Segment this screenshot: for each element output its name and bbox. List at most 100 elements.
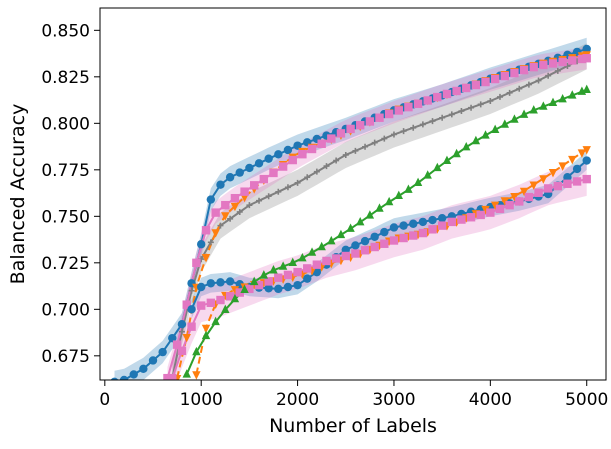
data-point xyxy=(327,134,336,143)
data-point xyxy=(182,300,191,309)
data-point xyxy=(230,193,240,203)
data-point xyxy=(490,201,500,211)
data-point xyxy=(548,59,558,68)
y-tick-label: 0.750 xyxy=(41,207,90,227)
data-point xyxy=(519,187,529,197)
data-point xyxy=(535,77,542,84)
data-point xyxy=(452,86,461,96)
data-point xyxy=(284,184,291,191)
data-point xyxy=(394,190,403,200)
data-point xyxy=(568,155,577,165)
data-point xyxy=(182,334,191,343)
data-point xyxy=(452,148,461,158)
data-point xyxy=(293,280,302,290)
data-point xyxy=(433,162,442,172)
data-point xyxy=(409,231,418,240)
data-point xyxy=(370,242,379,252)
data-point xyxy=(582,174,591,184)
data-point xyxy=(303,274,312,283)
data-point xyxy=(192,346,201,356)
data-point xyxy=(553,181,563,191)
data-point xyxy=(568,56,577,65)
data-point xyxy=(322,256,331,266)
x-tick-label: 1000 xyxy=(180,390,223,410)
data-point xyxy=(384,196,394,206)
data-point xyxy=(307,144,317,154)
data-point xyxy=(399,233,408,243)
data-point xyxy=(410,124,417,131)
data-point xyxy=(265,193,272,200)
data-point xyxy=(582,54,591,63)
data-point xyxy=(236,208,243,215)
data-point xyxy=(246,202,253,209)
data-point xyxy=(510,68,519,78)
data-point xyxy=(394,106,403,115)
data-point xyxy=(269,265,278,274)
data-point xyxy=(519,65,529,75)
data-point xyxy=(380,239,389,248)
data-point xyxy=(437,221,447,230)
data-point xyxy=(409,219,418,228)
data-point xyxy=(342,151,349,158)
data-point xyxy=(404,102,413,112)
data-point xyxy=(278,261,288,270)
data-point xyxy=(346,223,355,232)
x-tick-label: 3000 xyxy=(372,390,415,410)
data-point xyxy=(283,270,293,280)
data-point xyxy=(418,217,428,227)
data-point xyxy=(333,157,340,164)
data-point xyxy=(500,197,509,206)
data-point xyxy=(264,277,273,286)
data-point xyxy=(548,168,558,178)
data-point xyxy=(201,330,211,340)
data-point xyxy=(558,162,567,171)
data-point xyxy=(221,212,230,221)
data-point xyxy=(572,177,582,186)
data-point xyxy=(582,44,591,54)
data-point xyxy=(269,168,278,178)
data-point xyxy=(235,168,244,177)
data-point xyxy=(336,229,346,239)
data-point xyxy=(356,217,365,226)
data-point xyxy=(506,89,513,96)
data-point xyxy=(476,210,485,220)
x-axis-label: Number of Labels xyxy=(269,415,437,437)
data-point xyxy=(487,98,494,104)
data-point xyxy=(380,227,389,237)
data-point xyxy=(389,223,399,232)
data-point xyxy=(216,295,225,305)
data-point xyxy=(221,200,230,210)
data-point xyxy=(448,111,455,118)
data-point xyxy=(496,93,503,100)
data-point xyxy=(577,54,587,64)
data-point xyxy=(399,221,408,230)
data-point xyxy=(429,118,436,125)
data-point xyxy=(293,267,302,277)
data-point xyxy=(207,239,214,246)
data-point xyxy=(572,164,582,174)
data-point xyxy=(539,101,548,110)
data-point xyxy=(206,279,216,288)
data-point xyxy=(274,284,283,294)
data-point xyxy=(495,204,505,214)
data-point xyxy=(317,139,326,148)
data-point xyxy=(362,143,369,150)
data-point xyxy=(264,284,273,293)
data-point xyxy=(275,188,282,195)
data-point xyxy=(274,273,283,282)
data-point xyxy=(225,292,235,301)
data-point xyxy=(360,236,370,246)
data-point xyxy=(158,347,167,357)
data-point xyxy=(110,377,119,380)
data-point xyxy=(582,146,591,155)
data-point xyxy=(211,229,220,238)
data-point xyxy=(250,181,259,190)
data-point xyxy=(225,277,235,286)
data-point xyxy=(182,369,191,378)
data-point xyxy=(554,67,561,74)
data-point xyxy=(352,147,359,154)
data-point xyxy=(294,179,301,186)
data-point xyxy=(423,170,432,179)
x-tick-label: 4000 xyxy=(469,390,512,410)
